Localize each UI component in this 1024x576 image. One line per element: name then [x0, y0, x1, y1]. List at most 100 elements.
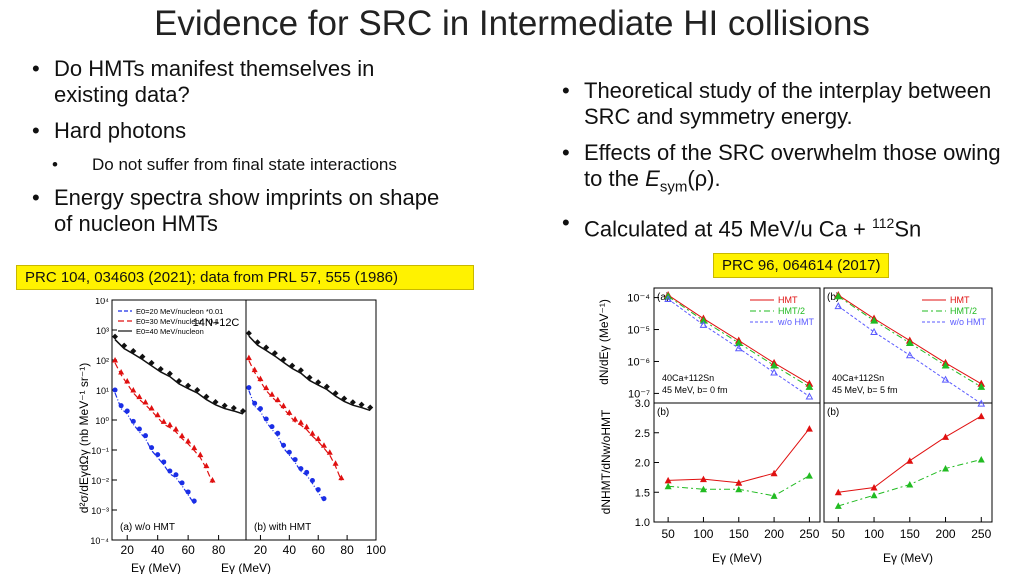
spectra-point	[239, 407, 246, 414]
spectra-frame	[245, 299, 377, 541]
spectra-point	[246, 385, 252, 391]
bullet-hard-photons: Hard photons	[32, 118, 452, 144]
spectra-point	[112, 333, 119, 340]
theory-bottom-ylabel: dNHMT/dNw/oHMT	[599, 409, 613, 514]
spectra-line	[114, 339, 244, 415]
spectra-point	[245, 354, 252, 361]
left-bullet-list: Do HMTs manifest themselves in existing …	[32, 56, 452, 247]
x-tick-label: 60	[181, 543, 195, 557]
theory-spectrum-point	[977, 399, 986, 407]
x-tick-label: 40	[151, 543, 165, 557]
bullet-hmts: Do HMTs manifest themselves in existing …	[32, 56, 452, 108]
bullet-energy-spectra: Energy spectra show imprints on shape of…	[32, 185, 452, 237]
spectra-point	[130, 347, 137, 354]
spectra-point	[191, 444, 198, 451]
annotation-reaction: 40Ca+112Sn	[832, 373, 884, 383]
theory-xlabel: Eγ (MeV)	[712, 551, 762, 565]
spectra-point	[245, 330, 252, 337]
spectra-point	[112, 387, 118, 393]
y-tick-label: 10⁰	[95, 416, 109, 426]
reference-right: PRC 96, 064614 (2017)	[713, 253, 890, 278]
spectra-point	[297, 419, 304, 425]
spectra-point	[304, 469, 310, 475]
x-tick-label: 250	[971, 527, 991, 541]
theory-spectrum-point	[805, 382, 814, 390]
theory-spectrum-line	[838, 305, 982, 405]
spectra-point	[179, 432, 186, 439]
spectra-point	[321, 442, 327, 448]
spectra-point	[161, 459, 167, 465]
spectra-point	[209, 477, 216, 483]
reference-left: PRC 104, 034603 (2021); data from PRL 57…	[16, 265, 474, 290]
theory-bottom-frame	[823, 402, 993, 523]
x-tick-label: 40	[283, 543, 297, 557]
spectra-xlabel-a: Eγ (MeV)	[131, 561, 181, 574]
y-tick-label: 10⁻³	[91, 506, 109, 516]
spectra-point	[326, 449, 333, 455]
x-tick-label: 60	[312, 543, 326, 557]
slide-title: Evidence for SRC in Intermediate HI coll…	[154, 4, 870, 43]
spectra-line	[114, 362, 214, 484]
panel-label: (b)	[827, 407, 839, 418]
theory-spectrum-point	[734, 344, 743, 352]
x-tick-label: 80	[212, 543, 226, 557]
panel-label: (a)	[657, 292, 669, 303]
spectra-point	[167, 468, 173, 474]
ratio-point	[805, 472, 813, 479]
ratio-point	[770, 492, 778, 499]
spectra-line	[248, 360, 342, 481]
bullet-calculated: Calculated at 45 MeV/u Ca + 112Sn	[562, 210, 1012, 242]
spectra-line	[248, 390, 325, 502]
theory-xlabel: Eγ (MeV)	[883, 551, 933, 565]
legend-entry: w/o HMT	[949, 317, 987, 327]
y-tick-label: 10³	[96, 326, 109, 336]
photon-spectra-figure: d²σ/dEγdΩγ (nb MeV⁻¹ sr⁻¹) 20 40 60 80 10⁻⁴ 1…	[77, 298, 386, 574]
spectra-point	[303, 423, 310, 430]
spectra-point	[176, 377, 182, 384]
spectra-xlabel-b: Eγ (MeV)	[221, 561, 271, 574]
theory-bottom-frame	[653, 402, 821, 523]
x-tick-label: 100	[366, 543, 386, 557]
spectra-panel-b: 20 40 60 80 100 (b) with HMT	[245, 299, 386, 557]
theory-spectrum-point	[905, 351, 914, 359]
spectra-point	[221, 402, 228, 409]
bullet-src-effects: Effects of the SRC overwhelm those owing…	[562, 140, 1012, 200]
spectra-point	[121, 342, 128, 349]
spectra-point	[148, 405, 155, 411]
theory-spectrum-point	[941, 375, 950, 383]
x-tick-label: 250	[799, 527, 819, 541]
ratio-point	[977, 412, 985, 420]
spectra-ylabel: d²σ/dEγdΩγ (nb MeV⁻¹ sr⁻¹)	[77, 363, 91, 513]
right-bullet-list: Theoretical study of the interplay betwe…	[562, 78, 1012, 253]
x-tick-label: 150	[729, 527, 749, 541]
legend-entry: w/o HMT	[777, 317, 815, 327]
theory-spectrum-point	[770, 368, 778, 376]
y-tick-label: 10⁻⁵	[627, 325, 650, 337]
annotation-reaction: 40Ca+112Sn	[662, 373, 714, 383]
spectra-point	[155, 452, 161, 458]
x-tick-label: 80	[340, 543, 354, 557]
legend-entry: HMT/2	[778, 306, 805, 316]
spectra-point	[298, 466, 304, 472]
ratio-point	[664, 482, 672, 490]
spectra-point	[166, 421, 173, 428]
panel-label: (b)	[827, 292, 839, 303]
ratio-point	[977, 456, 985, 463]
panel-label: (b) with HMT	[254, 522, 311, 533]
theory-spectrum-point	[870, 327, 878, 335]
spectra-point	[230, 405, 237, 412]
annotation-energy: 45 MeV, b= 0 fm	[662, 385, 727, 395]
ratio-line	[668, 475, 810, 497]
spectra-point	[315, 379, 322, 386]
spectra-point	[349, 399, 356, 406]
spectra-point	[367, 404, 374, 411]
spectra-point	[185, 489, 191, 495]
y-tick-label: 2.0	[635, 458, 650, 470]
spectra-point	[280, 356, 287, 363]
spectra-line	[114, 392, 195, 505]
theory-spectrum-point	[834, 302, 843, 310]
theory-spectrum-point	[699, 320, 708, 328]
x-tick-label: 100	[693, 527, 713, 541]
spectra-point	[358, 401, 365, 408]
